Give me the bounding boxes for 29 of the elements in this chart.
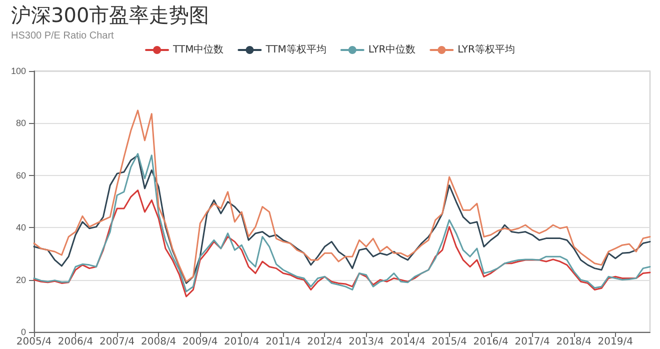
x-tick-label: 2014/4 [390, 336, 426, 348]
x-tick-label: 2012/4 [307, 336, 342, 348]
legend-label: TTM等权平均 [264, 44, 326, 56]
x-tick-label: 2015/4 [432, 336, 467, 348]
legend-label: LYR中位数 [368, 44, 416, 56]
x-tick-label: 2008/4 [140, 336, 176, 348]
legend-label: LYR等权平均 [458, 44, 515, 56]
chart-subtitle: HS300 P/E Ratio Chart [11, 30, 114, 42]
x-tick-label: 2017/4 [514, 336, 550, 348]
line-series [33, 190, 651, 298]
x-tick-label: 2006/4 [58, 336, 94, 348]
y-tick-label: 60 [16, 170, 26, 180]
x-tick-label: 2005/4 [16, 336, 52, 348]
y-tick-label: 100 [10, 66, 26, 76]
y-tick-label: 0 [20, 327, 26, 337]
x-tick-label: 2018/4 [556, 336, 592, 348]
y-tick-label: 40 [16, 222, 26, 233]
y-tick-label: 20 [16, 274, 26, 285]
x-tick-label: 2019/4 [598, 336, 633, 348]
x-tick-label: 2007/4 [99, 336, 135, 348]
line-series [33, 110, 651, 282]
y-tick-label: 80 [16, 118, 26, 128]
x-tick-label: 2016/4 [473, 336, 508, 348]
x-tick-label: 2009/4 [182, 336, 218, 348]
x-tick-label: 2010/4 [224, 336, 260, 348]
chart-title: 沪深300市盈率走势图 [11, 3, 210, 27]
legend-label: TTM中位数 [172, 44, 224, 56]
x-tick-label: 2011/4 [266, 336, 301, 348]
x-tick-label: 2013/4 [348, 336, 384, 348]
